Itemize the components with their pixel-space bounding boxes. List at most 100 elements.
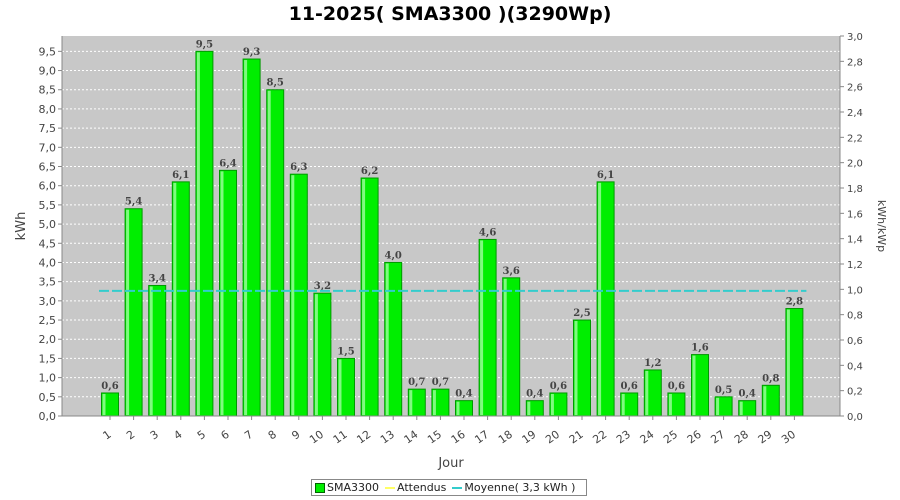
data-label: 1,6 xyxy=(691,343,708,354)
y2-tick-label: 1,2 xyxy=(847,260,863,271)
data-label: 4,6 xyxy=(479,227,496,238)
data-label: 5,4 xyxy=(125,197,142,208)
bar-highlight xyxy=(786,309,790,415)
y-axis-left: 0,0 0,5 1,0 1,5 2,0 2,5 3,0 3,5 4,0 4,5 5,0 5,5 6,0 6… xyxy=(39,36,63,423)
y2-tick-label: 0,6 xyxy=(847,336,863,347)
data-label: 6,1 xyxy=(172,170,189,181)
bar-highlight xyxy=(480,240,484,415)
x-tick-label: 6 xyxy=(219,428,232,443)
legend-average-swatch xyxy=(452,486,463,489)
y-tick-label: 0,5 xyxy=(39,391,57,404)
bar-highlight xyxy=(267,90,271,416)
bar-highlight xyxy=(149,286,153,415)
y2-tick-label: 0,8 xyxy=(847,311,863,322)
x-tick-label: 25 xyxy=(661,428,680,447)
data-label: 6,3 xyxy=(290,162,307,173)
data-label: 0,4 xyxy=(526,389,543,400)
y-axis-right: 0,0 0,2 0,4 0,6 0,8 1,0 1,2 1,4 1,6 1,8 2,0 2,2 2,4 2… xyxy=(839,32,863,423)
legend-bar-swatch xyxy=(315,482,325,493)
x-tick-label: 21 xyxy=(567,428,586,447)
x-tick-label: 16 xyxy=(449,428,468,447)
bar-highlight xyxy=(503,278,507,415)
x-tick-label: 8 xyxy=(266,428,279,443)
bar-highlight xyxy=(385,263,389,415)
bar-highlight xyxy=(196,52,200,415)
legend-label-expected: Attendus xyxy=(397,481,447,494)
x-tick-label: 7 xyxy=(242,428,255,443)
data-label: 0,6 xyxy=(620,381,637,392)
x-tick-label: 12 xyxy=(354,428,373,447)
data-label: 6,1 xyxy=(597,170,614,181)
bar-highlight xyxy=(220,171,224,415)
y2-tick-label: 1,0 xyxy=(847,285,863,296)
bar-highlight xyxy=(456,401,460,415)
data-label: 0,4 xyxy=(455,389,472,400)
legend: SMA3300 Attendus Moyenne( 3,3 kWh ) xyxy=(311,479,587,496)
data-label: 9,5 xyxy=(196,39,213,50)
bar-highlight xyxy=(126,209,130,415)
y2-tick-label: 2,2 xyxy=(847,133,863,144)
data-label: 9,3 xyxy=(243,47,260,58)
bar-highlight xyxy=(716,397,720,415)
x-tick-label: 3 xyxy=(148,428,161,443)
x-tick-label: 10 xyxy=(307,428,326,447)
data-label: 0,6 xyxy=(550,381,567,392)
data-label: 4,0 xyxy=(384,250,401,261)
y-tick-label: 2,5 xyxy=(39,314,57,327)
x-tick-label: 17 xyxy=(472,428,491,447)
data-label: 8,5 xyxy=(266,78,283,89)
y-tick-label: 8,5 xyxy=(39,84,57,97)
x-tick-label: 29 xyxy=(756,428,775,447)
y2-tick-label: 0,0 xyxy=(847,412,863,423)
legend-expected-swatch xyxy=(385,486,395,489)
legend-item-expected: Attendus xyxy=(385,481,446,494)
x-tick-label: 1 xyxy=(101,428,114,443)
y-tick-label: 3,0 xyxy=(39,295,57,308)
x-tick-label: 19 xyxy=(520,428,539,447)
data-label: 0,7 xyxy=(408,377,425,388)
bar-highlight xyxy=(739,401,743,415)
y-tick-label: 6,0 xyxy=(39,180,57,193)
data-label: 6,2 xyxy=(361,166,378,177)
y2-tick-label: 1,8 xyxy=(847,184,863,195)
y-tick-label: 1,0 xyxy=(39,372,57,385)
bar-highlight xyxy=(409,390,413,415)
y-tick-label: 4,5 xyxy=(39,237,57,250)
bar-highlight xyxy=(244,60,248,415)
y-tick-label: 8,0 xyxy=(39,103,57,116)
x-tick-label: 14 xyxy=(402,428,421,447)
data-label: 0,8 xyxy=(762,373,779,384)
x-tick-label: 2 xyxy=(124,428,137,443)
bar-highlight xyxy=(763,386,767,415)
x-axis: 1 2 3 4 5 6 7 8 9 10 11 12 13 14 15 16 17 18 19 20 21 22 23 24 2… xyxy=(62,415,840,447)
bar-highlight xyxy=(668,393,672,415)
x-tick-label: 28 xyxy=(732,428,751,447)
data-label: 0,7 xyxy=(432,377,449,388)
data-label: 6,4 xyxy=(219,158,236,169)
y2-tick-label: 0,4 xyxy=(847,361,863,372)
y2-tick-label: 2,4 xyxy=(847,108,863,119)
y2-tick-label: 1,4 xyxy=(847,235,863,246)
bar-highlight xyxy=(173,182,177,415)
y2-tick-label: 2,8 xyxy=(847,57,863,68)
legend-label-production: SMA3300 xyxy=(327,481,379,494)
bar-highlight xyxy=(645,370,649,415)
legend-item-production: SMA3300 xyxy=(315,481,379,494)
data-label: 3,2 xyxy=(314,281,331,292)
y-tick-label: 4,0 xyxy=(39,256,57,269)
x-tick-label: 30 xyxy=(779,428,798,447)
legend-item-average: Moyenne( 3,3 kWh ) xyxy=(452,481,575,494)
x-tick-label: 13 xyxy=(378,428,397,447)
data-label: 2,5 xyxy=(573,308,590,319)
x-tick-label: 18 xyxy=(496,428,515,447)
bar-highlight xyxy=(432,390,436,415)
grid-lines xyxy=(62,50,840,398)
y-tick-label: 2,0 xyxy=(39,333,57,346)
y-tick-label: 3,5 xyxy=(39,276,57,289)
data-label: 2,8 xyxy=(786,297,803,308)
data-label: 1,5 xyxy=(337,346,354,357)
data-label: 0,6 xyxy=(668,381,685,392)
legend-label-average: Moyenne( 3,3 kWh ) xyxy=(464,481,576,494)
bar-highlight xyxy=(338,359,342,415)
